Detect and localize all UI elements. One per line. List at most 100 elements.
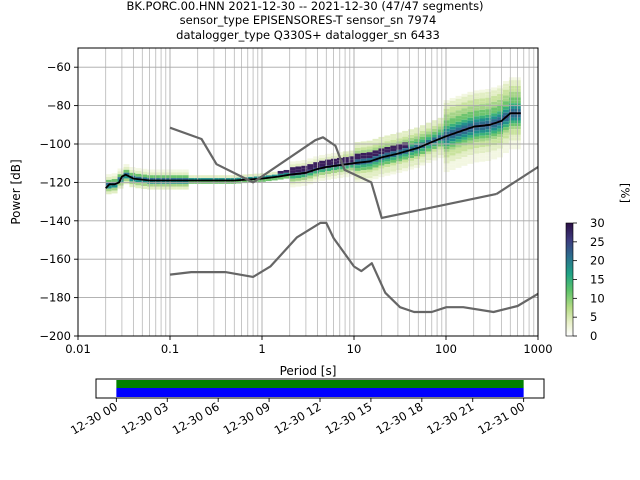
pdf-cell <box>479 130 486 133</box>
pdf-cell <box>508 106 515 109</box>
pdf-cell <box>295 178 302 181</box>
pdf-cell <box>443 108 450 112</box>
y-tick-label: −180 <box>39 291 71 305</box>
pdf-cell <box>325 156 332 160</box>
pdf-cell <box>485 117 492 121</box>
pdf-cell <box>497 117 503 120</box>
pdf-cell <box>485 100 492 104</box>
pdf-cell <box>331 167 337 171</box>
pdf-cell <box>485 152 492 156</box>
pdf-cell <box>461 119 468 123</box>
pdf-cell <box>443 100 450 103</box>
pdf-cell <box>384 152 391 156</box>
pdf-cell <box>289 178 296 182</box>
pdf-cell <box>147 169 154 173</box>
pdf-cell <box>384 149 391 153</box>
pdf-cell <box>502 144 509 148</box>
x-axis-ticks: 0.01 0.1 1 10 100 1000 <box>65 336 553 356</box>
pdf-cell <box>396 155 403 159</box>
pdf-cell <box>449 106 456 110</box>
pdf-cell <box>319 160 326 164</box>
pdf-cell <box>449 155 456 159</box>
pdf-cell <box>319 163 326 167</box>
pdf-cell <box>360 175 367 179</box>
pdf-cell <box>129 167 136 170</box>
pdf-cell <box>437 120 444 124</box>
pdf-cell <box>473 93 480 97</box>
pdf-cell <box>467 106 474 110</box>
pdf-cell <box>289 181 296 185</box>
pdf-cell <box>461 139 468 143</box>
pdf-cell <box>485 106 492 110</box>
pdf-cell <box>159 178 165 181</box>
pdf-cell <box>473 90 480 94</box>
pdf-cell <box>408 152 415 156</box>
pdf-cell <box>408 129 415 133</box>
pdf-cell <box>313 170 320 174</box>
pdf-cell <box>508 91 515 95</box>
pdf-cell <box>479 109 486 113</box>
pdf-cell <box>271 174 278 178</box>
pdf-cell <box>117 171 124 175</box>
y-tick-label: −160 <box>39 252 71 266</box>
pdf-cell <box>491 150 498 154</box>
pdf-cell <box>497 114 503 118</box>
pdf-cell <box>105 191 112 195</box>
pdf-cell <box>396 152 403 156</box>
pdf-cell <box>467 111 474 115</box>
pdf-cell <box>455 136 462 140</box>
pdf-cell <box>508 137 515 141</box>
pdf-cell <box>390 136 397 140</box>
pdf-cell <box>105 174 112 178</box>
psd-segments-bar <box>116 388 524 397</box>
pdf-cell <box>443 120 450 124</box>
pdf-cell <box>414 133 420 137</box>
pdf-cell <box>396 149 403 153</box>
pdf-cell <box>408 163 415 167</box>
pdf-cell <box>111 176 118 180</box>
pdf-cell <box>170 175 177 179</box>
pdf-cell <box>437 140 444 144</box>
pdf-cell <box>105 188 112 192</box>
pdf-cell <box>449 152 456 156</box>
pdf-cell <box>449 141 456 145</box>
pdf-cell <box>443 114 450 118</box>
pdf-cell <box>265 175 272 179</box>
pdf-cell <box>259 178 266 182</box>
pdf-cell <box>479 132 486 136</box>
pdf-cell <box>502 127 509 130</box>
pdf-cell <box>354 170 361 174</box>
pdf-cell <box>159 175 165 179</box>
pdf-cell <box>508 132 515 135</box>
pdf-cell <box>461 111 468 114</box>
pdf-cell <box>372 164 379 168</box>
pdf-cell <box>443 102 450 106</box>
pdf-cell <box>491 130 498 134</box>
pdf-cell <box>461 145 468 149</box>
pdf-cell <box>176 183 183 187</box>
pdf-cell <box>461 96 468 100</box>
pdf-cell <box>455 133 462 137</box>
pdf-cell <box>230 178 237 181</box>
pdf-cell <box>502 81 509 84</box>
pdf-cell <box>455 144 462 148</box>
pdf-cell <box>449 126 456 130</box>
x-tick-label: 1 <box>258 342 265 356</box>
pdf-cell <box>508 85 515 89</box>
pdf-cell <box>497 102 503 106</box>
pdf-cell <box>443 151 450 155</box>
pdf-cell <box>461 160 468 163</box>
pdf-cell <box>135 173 142 177</box>
pdf-cell <box>354 179 361 183</box>
pdf-cell <box>307 167 314 170</box>
pdf-cell <box>384 167 391 171</box>
pdf-cell <box>372 153 379 157</box>
pdf-cell <box>449 158 456 162</box>
pdf-cell <box>289 167 296 171</box>
timeline-tick-label: 12-30 12 <box>272 399 324 437</box>
pdf-cell <box>449 146 456 150</box>
pdf-cell <box>360 178 367 182</box>
pdf-cell <box>354 176 361 180</box>
pdf-cell <box>443 169 450 173</box>
pdf-cell <box>360 152 367 156</box>
